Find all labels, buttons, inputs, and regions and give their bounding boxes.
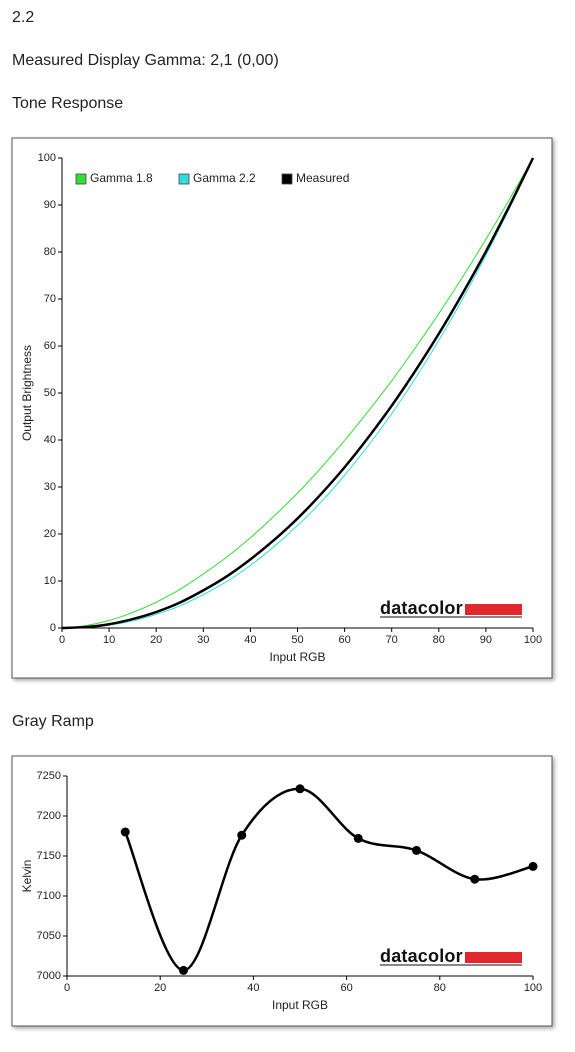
y-tick-label: 10 <box>44 575 56 587</box>
y-tick-label: 50 <box>44 387 56 399</box>
chart-frame <box>11 755 553 1027</box>
y-tick-label: 30 <box>44 481 56 493</box>
x-tick-label: 20 <box>154 982 166 994</box>
y-tick-label: 60 <box>44 340 56 352</box>
data-point <box>295 784 305 794</box>
legend-label: Gamma 2.2 <box>193 171 256 185</box>
y-tick-label: 7150 <box>37 850 61 862</box>
x-tick-label: 100 <box>524 634 542 646</box>
y-tick-label: 7050 <box>37 930 61 942</box>
brand-bar <box>465 604 522 615</box>
brand-watermark: datacolor <box>380 598 463 618</box>
x-tick-label: 70 <box>386 634 398 646</box>
y-tick-label: 90 <box>44 199 56 211</box>
data-point <box>470 874 480 884</box>
legend-label: Measured <box>296 171 349 185</box>
y-tick-label: 40 <box>44 434 56 446</box>
y-tick-label: 7100 <box>37 890 61 902</box>
data-point <box>528 861 538 871</box>
data-point <box>179 965 188 975</box>
series-line <box>61 157 534 629</box>
x-axis-label: Input RGB <box>269 650 325 664</box>
data-point <box>353 833 363 843</box>
legend-swatch <box>178 173 190 185</box>
series-line <box>61 157 535 630</box>
y-tick-label: 100 <box>38 152 56 164</box>
data-point <box>120 827 130 837</box>
y-tick-label: 7000 <box>37 970 61 982</box>
brand-watermark: datacolor <box>380 946 463 966</box>
y-tick-label: 20 <box>44 528 56 540</box>
x-tick-label: 30 <box>197 634 209 646</box>
y-tick-label: 7200 <box>37 810 61 822</box>
legend-label: Gamma 1.8 <box>90 171 153 185</box>
page-heading: 2.2 <box>12 9 34 26</box>
data-point <box>412 845 421 855</box>
chart-title: Tone Response <box>12 95 123 112</box>
x-tick-label: 50 <box>291 634 303 646</box>
x-tick-label: 20 <box>150 634 162 646</box>
x-tick-label: 0 <box>64 982 70 994</box>
legend-swatch <box>281 173 293 185</box>
series-line <box>61 157 534 629</box>
y-tick-label: 80 <box>44 246 56 258</box>
chart-frame <box>11 137 553 679</box>
x-tick-label: 40 <box>247 982 259 994</box>
x-axis-label: Input RGB <box>272 998 328 1012</box>
x-tick-label: 0 <box>59 634 65 646</box>
x-tick-label: 100 <box>524 982 542 994</box>
x-tick-label: 80 <box>433 634 445 646</box>
x-tick-label: 80 <box>434 982 446 994</box>
gamma-summary: Measured Display Gamma: 2,1 (0,00) <box>12 52 279 69</box>
data-point <box>237 830 247 840</box>
x-tick-label: 60 <box>338 634 350 646</box>
brand-bar <box>465 952 522 963</box>
x-tick-label: 60 <box>340 982 352 994</box>
x-tick-label: 10 <box>103 634 115 646</box>
legend-swatch <box>75 173 87 185</box>
y-tick-label: 7250 <box>37 770 61 782</box>
y-axis-label: Kelvin <box>20 860 34 893</box>
y-axis-label: Output Brightness <box>20 345 34 441</box>
y-tick-label: 0 <box>50 622 56 634</box>
x-tick-label: 40 <box>244 634 256 646</box>
y-tick-label: 70 <box>44 293 56 305</box>
chart-title: Gray Ramp <box>12 713 94 730</box>
x-tick-label: 90 <box>480 634 492 646</box>
